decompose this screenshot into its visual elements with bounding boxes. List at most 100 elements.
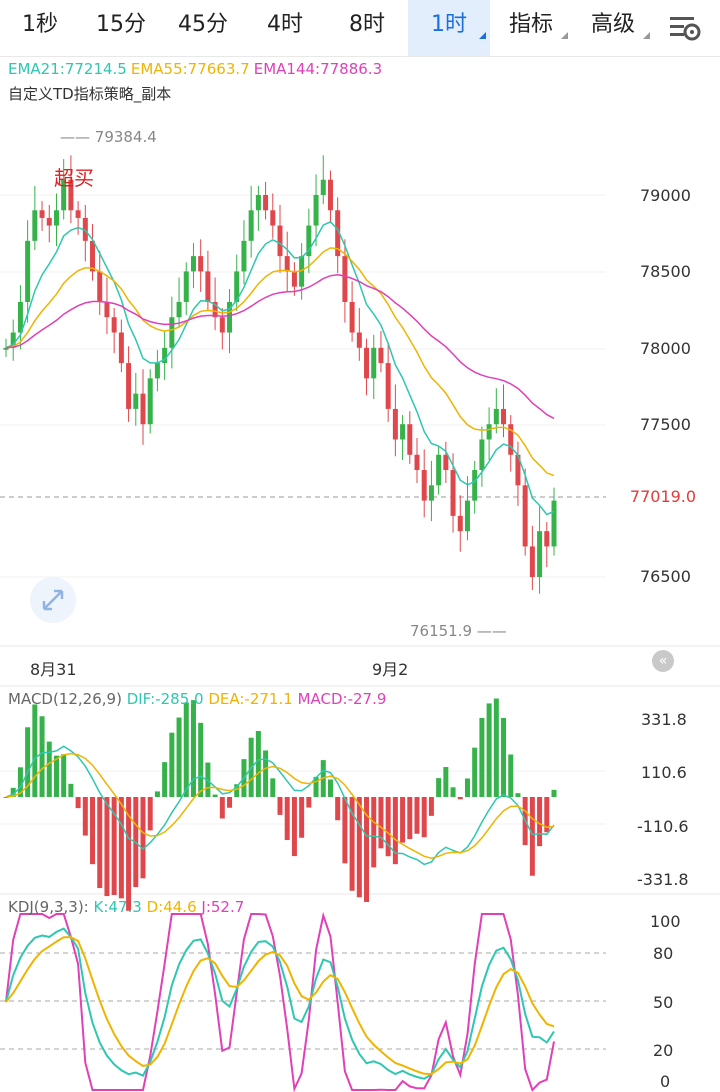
tab-label: 8时 (349, 12, 385, 37)
macd-axis-label: -331.8 (637, 870, 689, 889)
macd-bar (421, 797, 427, 838)
candle-body (82, 217, 88, 241)
tab-4h[interactable]: 4时 (244, 0, 326, 56)
chart-settings-icon[interactable] (664, 8, 714, 48)
dif-line (5, 745, 555, 866)
macd-bar (508, 754, 514, 797)
macd-bar (443, 767, 449, 797)
macd-bar (313, 776, 319, 797)
strategy-label: 自定义TD指标策略_副本 (8, 85, 172, 103)
macd-bar (356, 797, 362, 898)
macd-axis-label: 331.8 (641, 710, 687, 729)
macd-axis-label: -110.6 (637, 817, 689, 836)
candle-body (248, 210, 254, 241)
price-label: 78000 (640, 339, 691, 358)
candle-body (169, 317, 175, 348)
macd-bar (493, 698, 499, 797)
candle-body (190, 256, 196, 272)
collapse-button[interactable]: « (652, 650, 674, 672)
macd-bar (126, 797, 132, 911)
macd-bar (140, 797, 146, 879)
high-price-label: —— 79384.4 (60, 128, 157, 146)
macd-bar (464, 778, 470, 797)
tab-1h[interactable]: 1时 (408, 0, 490, 56)
macd-bar (407, 797, 413, 840)
tab-label: 1秒 (22, 12, 58, 37)
ema144-line (5, 274, 555, 420)
macd-bar (501, 717, 507, 797)
kdj-d-line (5, 936, 555, 1076)
macd-bar (515, 793, 521, 797)
overbuy-signal: 超买 (54, 166, 94, 190)
macd-bar (25, 727, 31, 797)
macd-bar (118, 797, 124, 899)
candle-body (378, 347, 384, 364)
candle-body (414, 454, 420, 471)
tab-8h[interactable]: 8时 (326, 0, 408, 56)
macd-bar (154, 791, 160, 797)
tab-advanced[interactable]: 高级 (572, 0, 654, 56)
candle-body (522, 485, 528, 547)
candle-body (205, 271, 211, 302)
candle-body (551, 500, 557, 547)
candle-body (118, 332, 124, 364)
candle-body (349, 301, 355, 333)
macd-bar (169, 732, 175, 797)
macd-dea: DEA:-271.1 (208, 690, 293, 708)
candle-body (371, 347, 377, 379)
macd-dif: DIF:-285.0 (126, 690, 204, 708)
candle-body (104, 301, 110, 318)
candle-body (126, 363, 132, 409)
macd-bar (183, 702, 189, 797)
date-label: 8月31 (30, 660, 77, 679)
kdj-axis-label: 20 (653, 1041, 674, 1060)
candle-body (515, 454, 521, 486)
kdj-axis-label: 0 (660, 1072, 671, 1091)
macd-bar (97, 797, 103, 889)
macd-bar (53, 755, 59, 797)
candle-body (392, 408, 398, 440)
candle-body (25, 240, 31, 302)
candle-body (234, 271, 240, 302)
expand-icon (42, 589, 64, 611)
current-price-tag: 77019.0 (606, 483, 720, 511)
ema55-line (5, 247, 555, 477)
macd-bar (414, 797, 420, 834)
tab-label: 4时 (267, 12, 303, 37)
candle-body (39, 210, 45, 218)
candle-body (364, 347, 370, 379)
price-label: 78500 (640, 262, 691, 281)
candle-body (529, 546, 535, 577)
candle-body (299, 256, 305, 287)
macd-bar (255, 730, 261, 797)
tab-45m[interactable]: 45分 (162, 0, 244, 56)
candle-body (284, 256, 290, 272)
candle-body (227, 301, 233, 333)
candle-body (219, 317, 225, 333)
macd-axis-label: 110.6 (641, 763, 687, 782)
tab-label: 1时 (431, 12, 467, 37)
candle-body (255, 195, 261, 211)
tab-15m[interactable]: 15分 (80, 0, 162, 56)
kdj-title: KDJ(9,3,3): (8, 898, 89, 916)
macd-bar (198, 722, 204, 797)
expand-chart-button[interactable] (30, 577, 76, 623)
macd-bar (284, 797, 290, 841)
candle-body (46, 217, 52, 226)
macd-bar (364, 797, 370, 903)
tab-label: 指标 (508, 12, 553, 37)
candle-body (493, 408, 499, 425)
macd-bar (39, 716, 45, 797)
tab-1s[interactable]: 1秒 (0, 0, 80, 56)
candle-body (277, 225, 283, 257)
tab-indicators[interactable]: 指标 (490, 0, 572, 56)
high-price-value: 79384.4 (94, 128, 157, 146)
ema21-line (5, 220, 555, 516)
macd-bar (436, 778, 442, 797)
candle-body (464, 500, 470, 532)
candle-body (140, 393, 146, 425)
candle-body (68, 179, 74, 211)
ema55-value: EMA55:77663.7 (130, 60, 250, 78)
candle-body (183, 271, 189, 302)
